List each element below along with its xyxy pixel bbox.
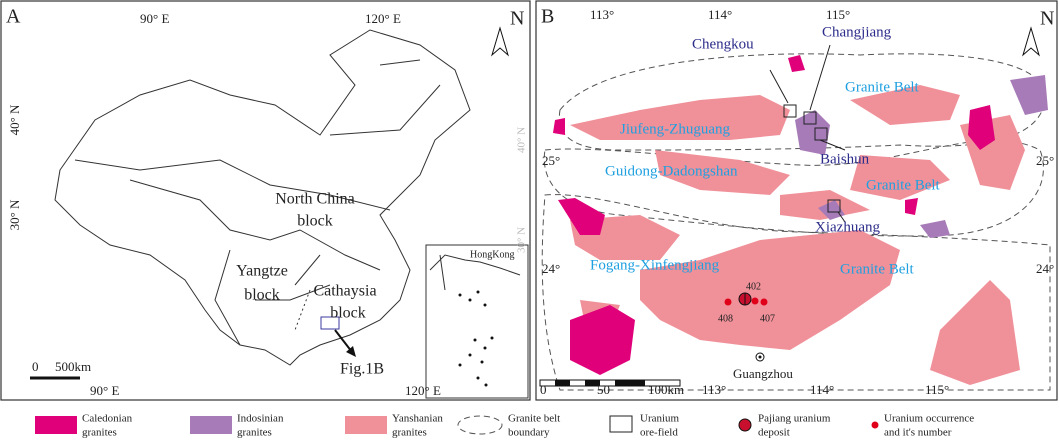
city-label: Guangzhou [733, 366, 793, 381]
legend-swatch [738, 418, 752, 432]
lat-label: 25° [1036, 153, 1054, 168]
legend-label: granites [392, 427, 427, 439]
legend-label: Indosinian [237, 413, 284, 425]
ore-field-label: Baishun [820, 151, 870, 167]
legend-swatch [35, 416, 77, 434]
lon-label: 113° [590, 7, 614, 22]
panel-label: B [541, 6, 554, 28]
region-label: block [244, 287, 280, 304]
lat-label: 30° N [516, 227, 528, 253]
legend-label: Uranium occurrence [884, 413, 974, 425]
scale-label: 100km [648, 382, 684, 397]
region-label: Yangtze [236, 263, 288, 280]
lon-label: 115° [826, 7, 850, 22]
region-label: Cathaysia [313, 283, 376, 300]
scale-label: 0 [540, 382, 547, 397]
legend-swatch [871, 421, 879, 429]
lon-label: 115° [925, 382, 949, 397]
suture [294, 289, 311, 331]
legend [35, 415, 879, 435]
lat-label: 40° N [7, 104, 22, 135]
lon-label: 90° E [90, 383, 119, 398]
legend-label: Caledonian [82, 413, 133, 425]
inset-frame [425, 244, 529, 399]
legend-label: Yanshanian [392, 413, 443, 425]
scale-label: 0 [32, 359, 39, 374]
legend-swatch [457, 415, 503, 435]
legend-swatch [345, 416, 387, 434]
legend-label: Pajiang uranium [758, 413, 831, 425]
lat-label: 25° [542, 153, 560, 168]
lon-label: 113° [702, 382, 726, 397]
belt-label: Granite Belt [840, 261, 915, 277]
legend-label: boundary [508, 427, 550, 439]
lat-label: 24° [542, 261, 560, 276]
lon-label: 114° [810, 382, 834, 397]
north-arrow [1022, 26, 1040, 57]
deposit-label: 408 [718, 313, 733, 324]
region-label: block [297, 213, 333, 230]
lat-label: 30° N [7, 199, 22, 230]
legend-label: granites [82, 427, 117, 439]
lon-label: 120° E [365, 11, 401, 26]
belt-label: Guidong-Dadongshan [605, 163, 738, 179]
north-arrow [491, 26, 509, 57]
ore-field-label: Changjiang [822, 24, 892, 40]
lon-label: 90° E [140, 11, 169, 26]
block-boundary [74, 59, 441, 346]
legend-label: granites [237, 427, 272, 439]
inset-coast [429, 254, 521, 291]
north-label: N [1040, 8, 1054, 30]
pointer-arrow [334, 329, 353, 353]
yanshanian-granites [570, 85, 1025, 385]
china-outline [54, 29, 471, 366]
legend-swatch [190, 416, 232, 434]
ore-fields [769, 44, 846, 223]
lon-label: 120° E [405, 383, 441, 398]
legend-label: Uranium [640, 413, 680, 425]
ore-field-label: Chengkou [692, 36, 754, 52]
deposit-label: 402 [746, 281, 761, 292]
scale-label: 500km [55, 359, 91, 374]
legend-label: deposit [758, 427, 790, 439]
inset-islands [458, 290, 494, 387]
lat-label: 24° [1036, 261, 1054, 276]
panel-label: A [6, 6, 21, 28]
belt-boundary [541, 194, 1051, 391]
deposit-label: 407 [760, 313, 775, 324]
study-area-box [320, 316, 340, 330]
legend-label: Granite belt [508, 413, 560, 425]
panel-b-frame [535, 0, 1058, 401]
belt-boundary [558, 53, 1046, 151]
deposit-markers [724, 292, 768, 362]
pointer-label: Fig.1B [340, 361, 384, 378]
legend-label: ore-field [640, 427, 678, 439]
lat-label: 40° N [516, 127, 528, 153]
region-label: block [330, 305, 366, 322]
pointer-head [346, 346, 356, 357]
caledonian-granites [553, 55, 995, 375]
ore-field-label: Xiazhuang [815, 219, 880, 235]
region-label: North China [275, 191, 355, 208]
legend-swatch [609, 415, 633, 433]
legend-label: and it's number [884, 427, 952, 439]
lon-label: 114° [708, 7, 732, 22]
north-label: N [510, 8, 524, 30]
panel-a-frame [0, 0, 531, 401]
belt-label: Jiufeng-Zhuguang [620, 121, 730, 137]
belt-label: Fogang-Xinfengjiang [590, 257, 720, 273]
scale-label: 50 [597, 382, 610, 397]
belt-boundary [543, 139, 1044, 237]
belt-label: Granite Belt [845, 79, 920, 95]
belt-label: Granite Belt [866, 177, 941, 193]
scale-bar [539, 379, 681, 387]
inset-label: HongKong [470, 249, 514, 260]
